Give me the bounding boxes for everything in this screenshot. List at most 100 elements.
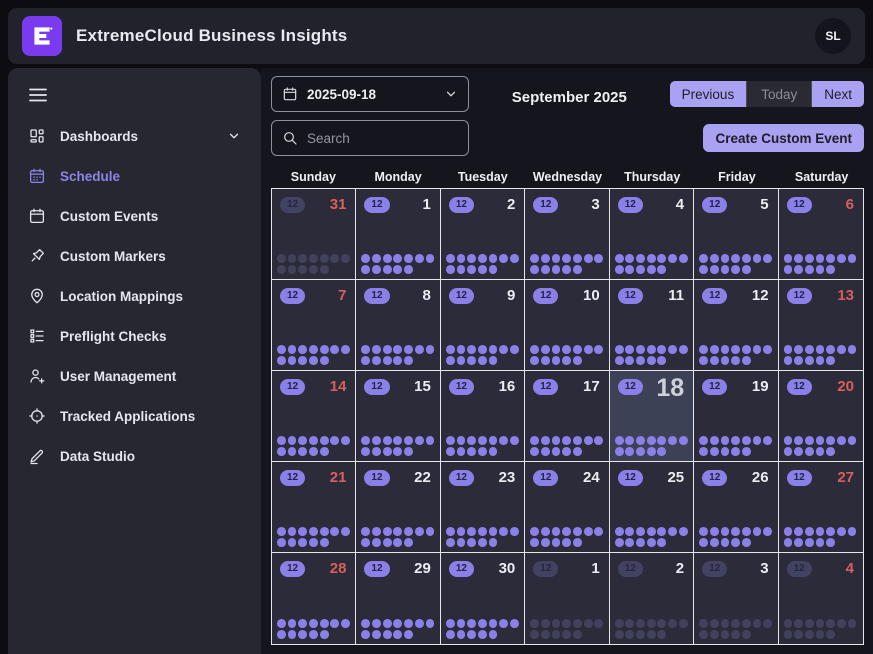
search-input[interactable] [307,130,484,146]
event-dot [709,253,719,263]
sidebar-item-custom-markers[interactable]: Custom Markers [8,236,261,276]
event-count-badge: 12 [364,379,390,395]
event-dot [372,447,381,456]
calendar-day-cell[interactable]: 12 1 [525,553,610,644]
calendar-day-cell[interactable]: 12 8 [356,280,441,371]
event-dots [614,618,689,639]
event-dot [709,435,719,445]
calendar-day-cell[interactable]: 12 5 [694,189,779,280]
event-dot [319,265,329,274]
sidebar-item-preflight-checks[interactable]: Preflight Checks [8,316,261,356]
calendar-day-cell[interactable]: 12 11 [609,280,695,371]
previous-button[interactable]: Previous [669,81,747,107]
calendar-day-cell[interactable]: 12 30 [440,553,526,644]
event-dot [783,618,793,628]
calendar-day-cell[interactable]: 12 14 [272,371,357,462]
event-dot [298,447,308,456]
calendar-day-cell[interactable]: 12 9 [440,280,526,371]
event-dot [826,538,836,547]
calendar-day-cell[interactable]: 12 15 [356,371,441,462]
event-dot [319,618,329,628]
sidebar-item-data-studio[interactable]: Data Studio [8,436,261,476]
user-avatar[interactable]: SL [815,18,851,54]
sidebar-item-label: Custom Events [60,208,159,224]
event-dot [837,435,846,445]
calendar-icon [28,207,46,225]
menu-icon[interactable] [29,88,47,102]
calendar-day-cell[interactable]: 12 13 [778,280,863,371]
calendar-day-cell[interactable]: 12 22 [356,462,441,553]
sidebar-item-label: Preflight Checks [60,328,167,344]
event-dot [509,253,519,263]
calendar-day-cell[interactable]: 12 23 [440,462,526,553]
event-dot [625,344,635,354]
event-dot [847,618,857,628]
event-dot [583,344,593,354]
sidebar-item-location-mappings[interactable]: Location Mappings [8,276,261,316]
calendar-day-cell[interactable]: 12 4 [778,553,863,644]
sidebar-item-custom-events[interactable]: Custom Events [8,196,261,236]
event-dot [741,447,751,456]
event-dot [298,265,308,274]
event-dot [826,618,836,628]
sidebar-item-schedule[interactable]: Schedule [8,156,261,196]
event-dot [456,538,466,547]
calendar-day-cell[interactable]: 12 24 [525,462,610,553]
event-dot [731,526,740,536]
event-dot [594,435,604,445]
calendar-day-cell[interactable]: 12 19 [694,371,779,462]
event-dot [488,344,498,354]
search-box[interactable] [271,120,484,156]
event-dot [826,630,836,639]
sidebar-item-tracked-applications[interactable]: Tracked Applications [8,396,261,436]
event-count-badge: 12 [533,197,559,213]
event-dot [625,526,635,536]
calendar-day-cell[interactable]: 12 10 [525,280,610,371]
calendar-day-cell[interactable]: 12 2 [440,189,526,280]
today-button[interactable]: Today [746,81,813,107]
event-dot [445,356,455,365]
calendar-day-cell[interactable]: 12 16 [440,371,526,462]
calendar-day-cell[interactable]: 12 6 [778,189,863,280]
calendar-day-cell[interactable]: 12 7 [272,280,357,371]
event-dot [425,344,435,354]
calendar-day-cell[interactable]: 12 21 [272,462,357,553]
calendar-day-cell[interactable]: 12 27 [778,462,863,553]
event-dot [319,526,329,536]
calendar-day-cell[interactable]: 12 17 [525,371,610,462]
event-dot [614,435,624,445]
calendar-day-cell[interactable]: 12 3 [525,189,610,280]
sidebar-item-user-management[interactable]: User Management [8,356,261,396]
calendar-day-cell[interactable]: 12 28 [272,553,357,644]
calendar-day-cell[interactable]: 12 18 [609,371,695,462]
date-picker[interactable]: 2025-09-18 [271,76,469,112]
calendar-day-cell[interactable]: 12 26 [694,462,779,553]
calendar-day-cell[interactable]: 12 2 [609,553,695,644]
event-dot [477,265,487,274]
sidebar-nav: Dashboards Schedule Custom Events Custom Ma… [8,116,261,476]
calendar-day-cell[interactable]: 12 25 [609,462,695,553]
event-dot [657,253,667,263]
event-dot [287,265,297,274]
event-dot [445,265,455,274]
event-dot [837,618,846,628]
calendar-day-cell[interactable]: 12 1 [356,189,441,280]
event-count-badge: 12 [702,197,728,213]
calendar-day-cell[interactable]: 12 20 [778,371,863,462]
event-dot [826,253,836,263]
create-custom-event-button[interactable]: Create Custom Event [703,124,864,152]
calendar-day-cell[interactable]: 12 12 [694,280,779,371]
event-dot [414,526,424,536]
calendar-day-cell[interactable]: 12 29 [356,553,441,644]
sidebar-item-dashboards[interactable]: Dashboards [8,116,261,156]
calendar-day-cell[interactable]: 12 4 [609,189,695,280]
calendar-day-cell[interactable]: 12 31 [272,189,357,280]
next-button[interactable]: Next [812,81,864,107]
event-dot [614,538,624,547]
calendar-day-cell[interactable]: 12 3 [694,553,779,644]
event-dot [794,447,804,456]
event-dot [720,630,730,639]
event-dot [298,253,308,263]
event-dot [540,618,550,628]
event-dot [763,344,773,354]
